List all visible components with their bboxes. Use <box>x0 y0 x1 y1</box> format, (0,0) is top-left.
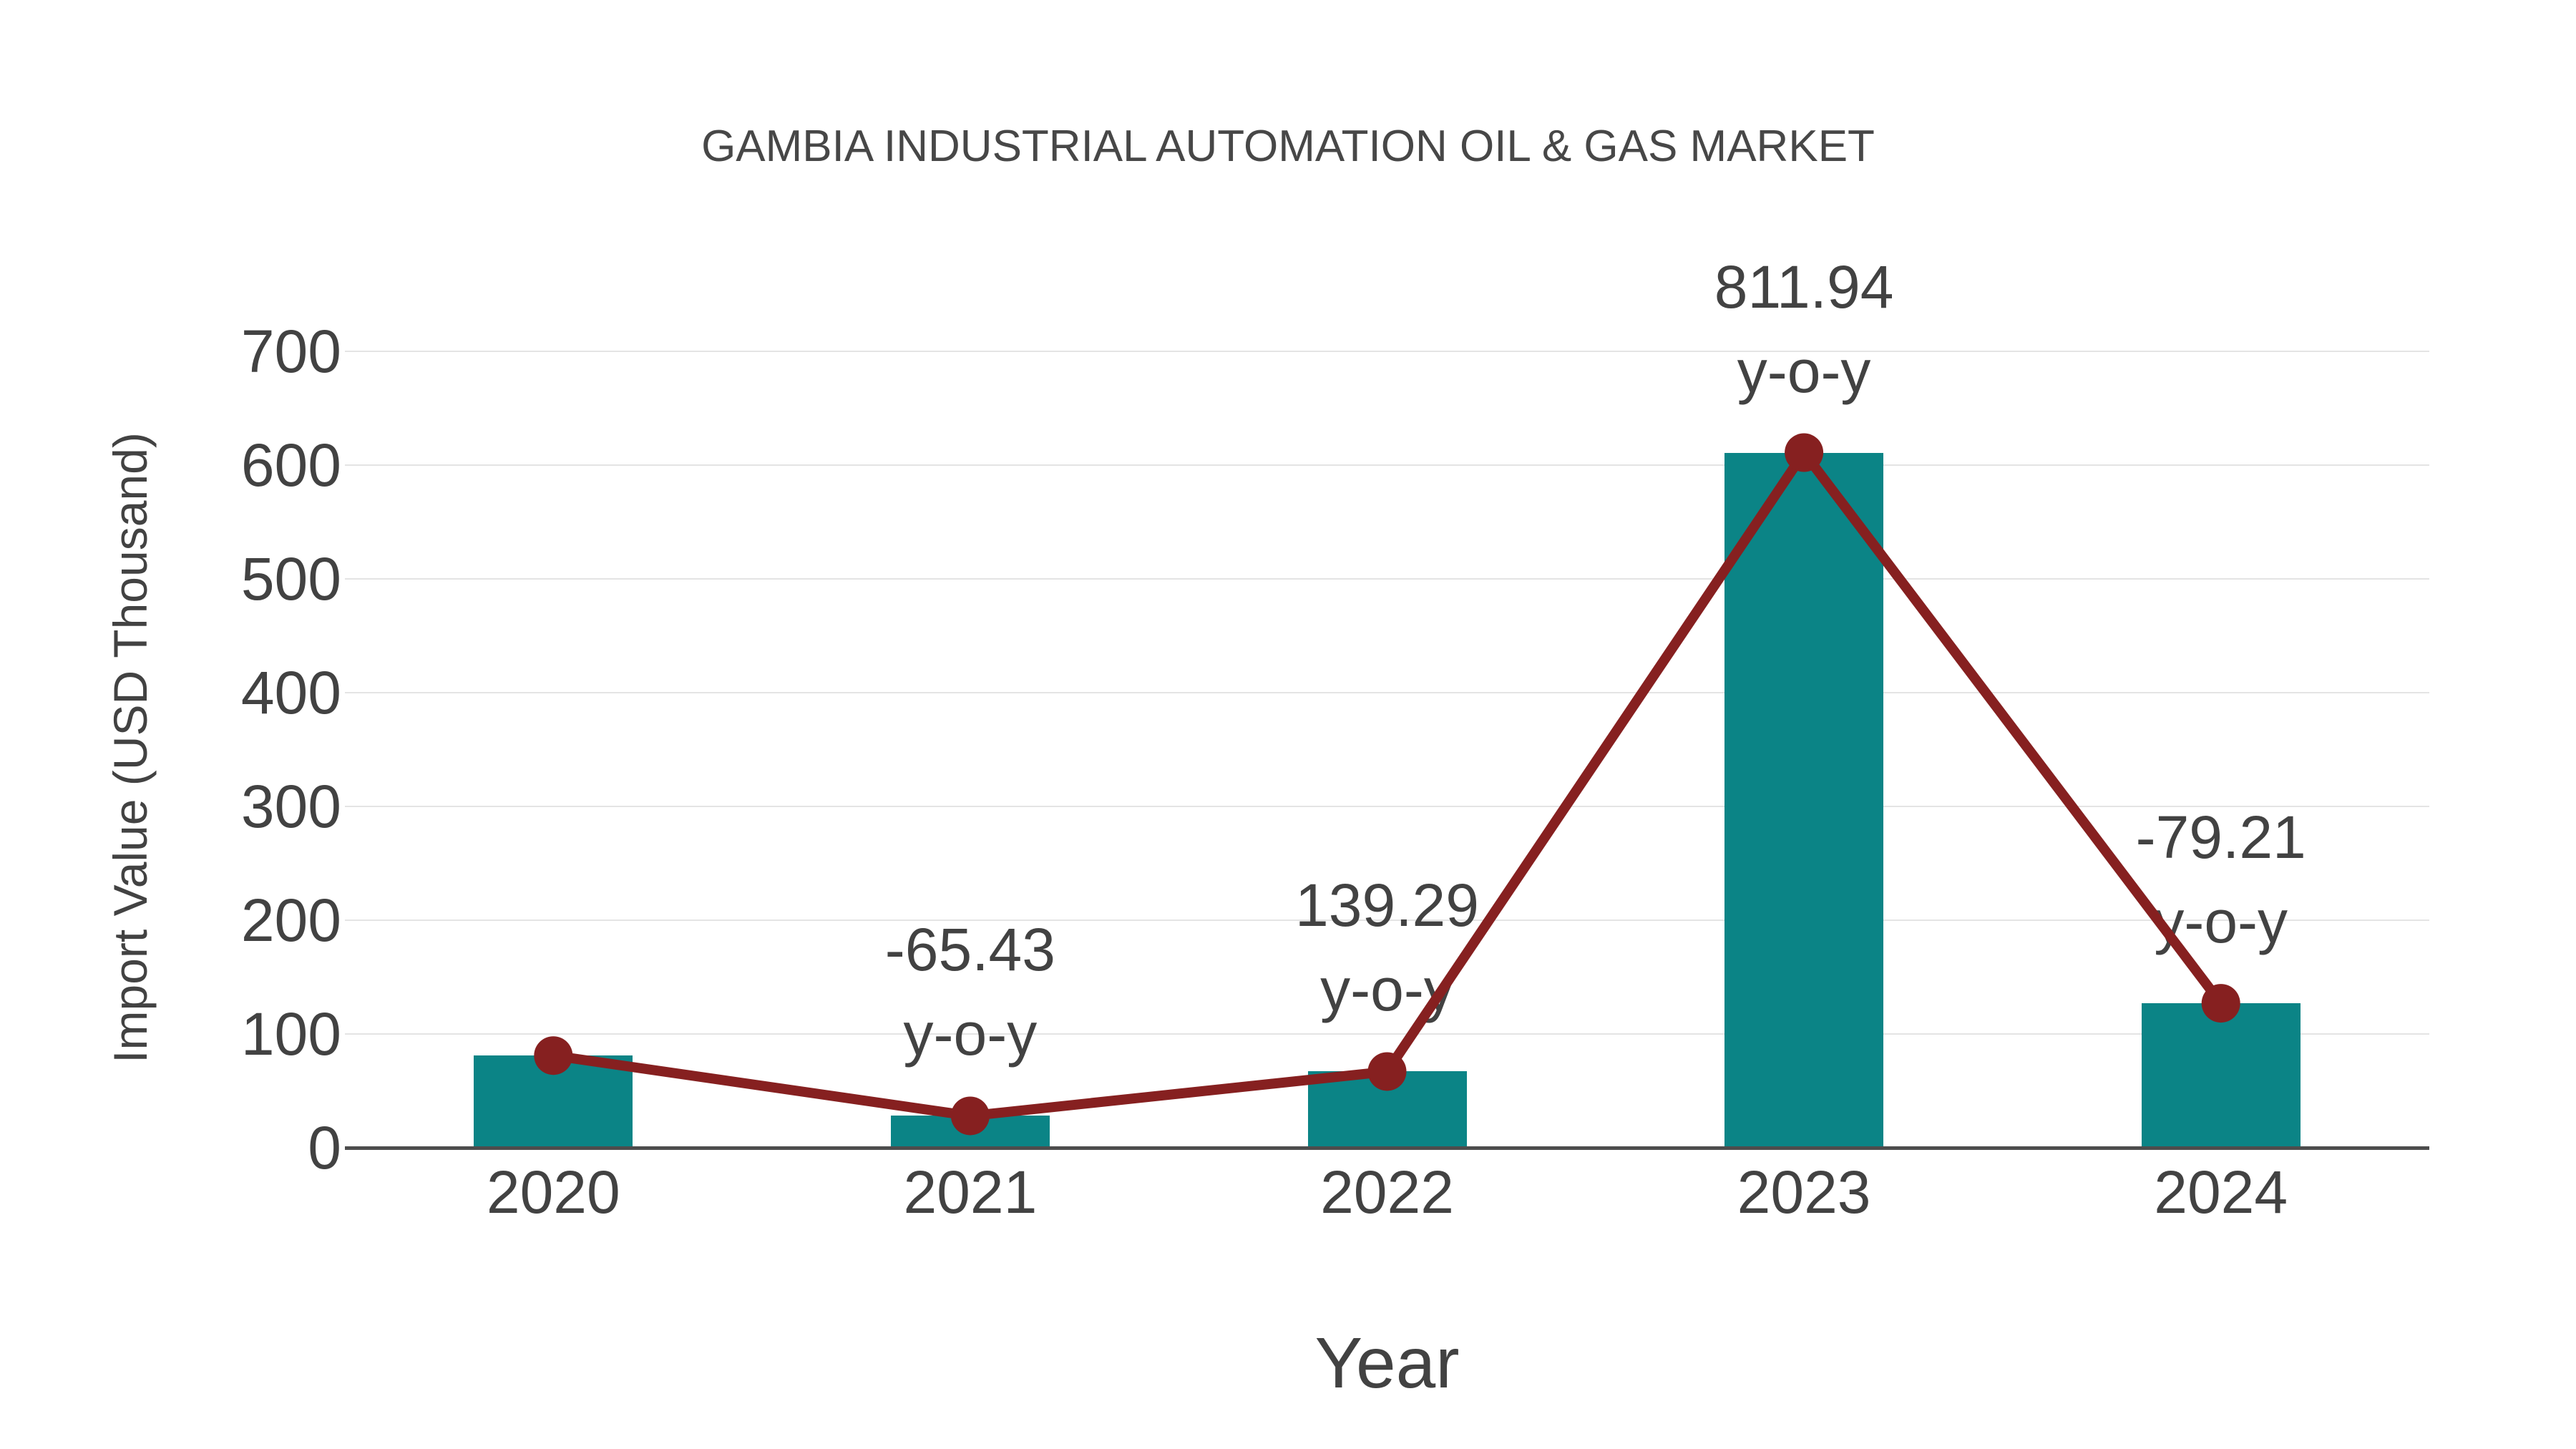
y-tick-label-600: 600 <box>240 431 341 499</box>
y-tick-label-300: 300 <box>240 773 341 840</box>
y-tick-label-700: 700 <box>240 318 341 385</box>
y-axis-title: Import Value (USD Thousand) <box>104 432 157 1063</box>
x-tick-label-2023: 2023 <box>1737 1158 1871 1226</box>
x-axis-line <box>345 1146 2429 1150</box>
annotation-suffix-2021: y-o-y <box>903 1000 1038 1068</box>
annotation-suffix-2023: y-o-y <box>1737 337 1871 405</box>
annotation-value-2023: 811.94 <box>1714 253 1894 321</box>
x-tick-label-2021: 2021 <box>903 1158 1038 1226</box>
annotation-value-2021: -65.43 <box>884 916 1055 984</box>
annotation-2023: 811.94 y-o-y <box>1714 245 1894 414</box>
bar-2022 <box>1307 1071 1467 1148</box>
x-axis-title: Year <box>1314 1323 1460 1403</box>
x-tick-label-2022: 2022 <box>1320 1158 1454 1226</box>
annotation-value-2022: 139.29 <box>1295 872 1479 940</box>
chart-title: GAMBIA INDUSTRIAL AUTOMATION OIL & GAS M… <box>701 122 1875 171</box>
x-tick-label-2024: 2024 <box>2154 1158 2288 1226</box>
annotation-2021: -65.43 y-o-y <box>885 907 1055 1076</box>
y-tick-label-0: 0 <box>308 1114 341 1181</box>
annotation-2022: 139.29 y-o-y <box>1295 863 1479 1032</box>
annotation-value-2024: -79.21 <box>2135 804 2306 872</box>
y-tick-label-100: 100 <box>240 1000 341 1068</box>
gridline-y-500 <box>345 578 2429 580</box>
gridline-y-100 <box>345 1033 2429 1035</box>
bar-2020 <box>474 1055 633 1148</box>
annotation-suffix-2022: y-o-y <box>1320 956 1454 1024</box>
y-tick-label-500: 500 <box>240 545 341 613</box>
gridline-y-400 <box>345 692 2429 693</box>
bar-2024 <box>2141 1003 2301 1148</box>
y-tick-label-400: 400 <box>240 659 341 726</box>
gridline-y-300 <box>345 806 2429 807</box>
gridline-y-600 <box>345 464 2429 466</box>
bar-2023 <box>1724 452 1884 1148</box>
gridline-y-700 <box>345 351 2429 352</box>
annotation-2024: -79.21 y-o-y <box>2136 795 2306 964</box>
bar-2021 <box>890 1116 1050 1148</box>
annotation-suffix-2024: y-o-y <box>2154 888 2288 956</box>
x-tick-label-2020: 2020 <box>486 1158 620 1226</box>
y-tick-label-200: 200 <box>240 887 341 954</box>
